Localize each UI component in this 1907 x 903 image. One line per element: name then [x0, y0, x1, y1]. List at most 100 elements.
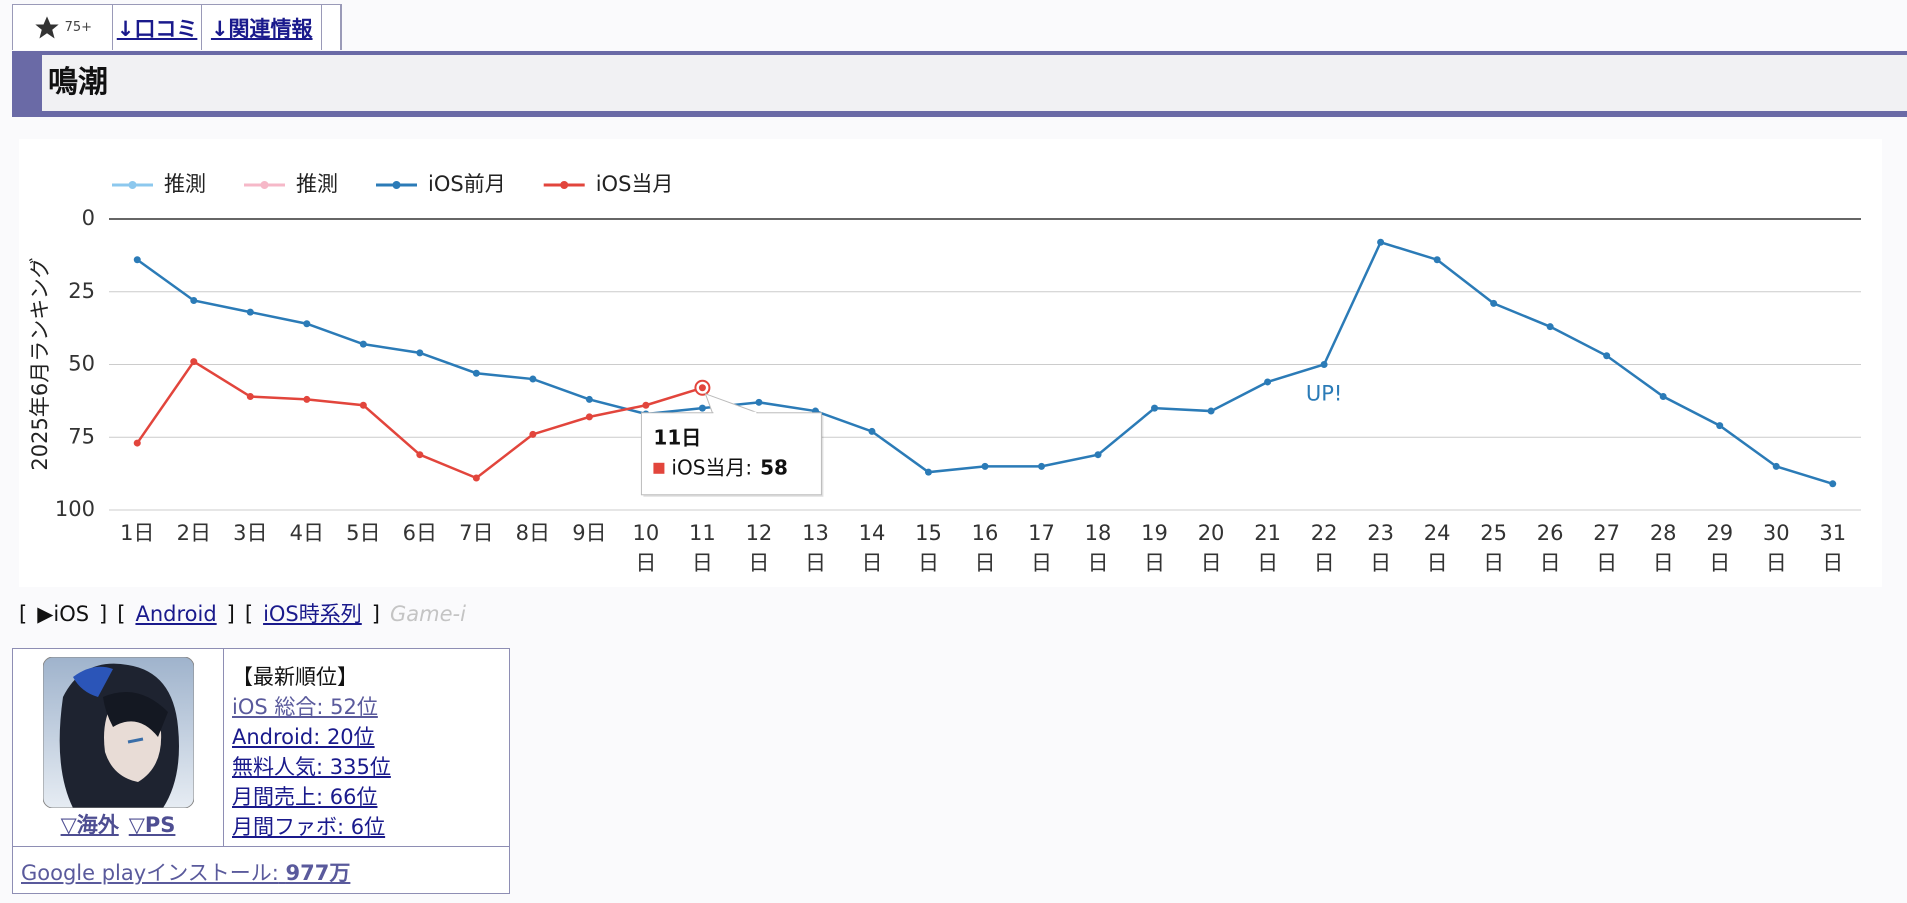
- install-label: Google playインストール:: [21, 861, 279, 885]
- x-tick-label: 3日: [233, 521, 267, 545]
- data-point: [1207, 407, 1215, 415]
- x-tick-label-line: 日: [1766, 551, 1787, 575]
- x-tick-label-line: 22: [1311, 521, 1338, 545]
- x-tick-label-line: 日: [1257, 551, 1278, 575]
- rating: 75+: [64, 20, 93, 35]
- rank-link[interactable]: Android: 20位: [232, 725, 375, 749]
- x-tick-label-line: 12: [746, 521, 773, 545]
- x-tick-label-line: 14: [859, 521, 886, 545]
- x-tick-label-line: 日: [1427, 551, 1448, 575]
- platform-link[interactable]: iOS時系列: [263, 602, 362, 626]
- x-tick-label-line: 29: [1706, 521, 1733, 545]
- region-link[interactable]: ▽海外: [60, 813, 119, 837]
- data-point: [359, 401, 367, 409]
- x-tick-label: 26 日: [1537, 521, 1564, 575]
- y-tick-label: 0: [82, 206, 95, 230]
- region-link[interactable]: ▽PS: [128, 813, 176, 837]
- rank-link[interactable]: 無料人気: 335位: [232, 755, 391, 779]
- x-tick-label-line: 日: [1483, 551, 1504, 575]
- x-tick-label-line: 28: [1650, 521, 1677, 545]
- data-point: [1490, 299, 1498, 307]
- data-point: [472, 474, 480, 482]
- game-icon[interactable]: [43, 657, 194, 808]
- x-tick-label-line: 日: [692, 551, 713, 575]
- x-tick-label: 14 日: [859, 521, 886, 575]
- data-point: [1546, 323, 1554, 331]
- rating-tab[interactable]: 75+: [13, 5, 113, 50]
- x-tick-label: 29 日: [1706, 521, 1733, 575]
- y-tick-label: 25: [68, 279, 95, 303]
- x-tick-label: 21 日: [1254, 521, 1281, 575]
- data-point: [1603, 352, 1611, 360]
- page-title: 鳴潮: [42, 55, 1907, 111]
- rank-link[interactable]: iOS 総合: 52位: [232, 695, 378, 719]
- x-tick-label: 9日: [572, 521, 606, 545]
- x-tick-label-line: 17: [1028, 521, 1055, 545]
- rank-link[interactable]: 月間ファボ: 6位: [232, 815, 386, 839]
- x-tick-label-line: 20: [1198, 521, 1225, 545]
- x-tick-label: 2日: [177, 521, 211, 545]
- x-tick-label: 20 日: [1198, 521, 1225, 575]
- rank-heading: 【最新順位】: [232, 665, 358, 689]
- data-point: [1433, 256, 1441, 264]
- x-tick-label: 13 日: [802, 521, 829, 575]
- y-tick-label: 100: [55, 497, 95, 521]
- data-point: [190, 296, 198, 304]
- data-point: [585, 395, 593, 403]
- x-tick-label-line: 25: [1480, 521, 1507, 545]
- tab-link[interactable]: ↓関連情報: [210, 16, 313, 41]
- tooltip-title: 11日: [653, 425, 701, 449]
- x-tick-label: 22 日: [1311, 521, 1338, 575]
- data-point: [1320, 361, 1328, 368]
- data-point: [190, 358, 198, 366]
- data-point: [1038, 462, 1046, 470]
- bracket: ]: [371, 602, 380, 626]
- platform-link[interactable]: Android: [135, 602, 217, 626]
- region-links: ▽海外 ▽PS: [13, 809, 223, 839]
- data-point: [924, 468, 932, 476]
- x-tick-label: 11 日: [689, 521, 716, 575]
- x-tick-label: 1日: [120, 521, 154, 545]
- data-point: [133, 256, 141, 264]
- legend-label: iOS前月: [428, 172, 506, 196]
- chart: 2025年6月ランキング 0 25 50 75 100 1日 2日 3日 4日 5日 6日 7日 8日 9…: [28, 172, 1861, 575]
- x-tick-label-line: 日: [975, 551, 996, 575]
- x-tick-label-line: 日: [1653, 551, 1674, 575]
- current-platform: ▶iOS: [37, 602, 90, 626]
- x-tick-label: 17 日: [1028, 521, 1055, 575]
- bracket: ]: [226, 602, 235, 626]
- y-tick-label: 75: [68, 424, 95, 448]
- x-tick-label: 19 日: [1141, 521, 1168, 575]
- series-line: [136, 359, 703, 480]
- x-tick-label-line: 日: [1596, 551, 1617, 575]
- x-tick-label-line: 日: [1144, 551, 1165, 575]
- tab-link[interactable]: ↓口コミ: [116, 16, 198, 41]
- x-tick-label-line: 日: [1370, 551, 1391, 575]
- image-cell: ▽海外 ▽PS: [13, 649, 224, 847]
- install-link[interactable]: Google playインストール: 977万: [21, 857, 350, 887]
- rank-link[interactable]: 月間売上: 66位: [232, 785, 378, 809]
- y-tick-label: 50: [68, 352, 95, 376]
- x-tick-label-line: 11: [689, 521, 716, 545]
- data-point: [1377, 238, 1385, 246]
- x-tick-label: 15 日: [915, 521, 942, 575]
- x-tick-label: 16 日: [972, 521, 999, 575]
- annotation: UP!: [1306, 382, 1342, 406]
- star-icon: [34, 15, 59, 39]
- x-tick-label-line: 23: [1367, 521, 1394, 545]
- x-tick-label-line: 16: [972, 521, 999, 545]
- data-point: [133, 439, 141, 447]
- tab-spacer: [322, 5, 341, 50]
- x-tick-label: 28 日: [1650, 521, 1677, 575]
- data-point: [303, 395, 311, 403]
- data-point: [359, 340, 367, 348]
- data-point: [642, 401, 650, 409]
- bracket: [: [244, 602, 254, 626]
- x-tick-label: 23 日: [1367, 521, 1394, 575]
- x-tick-label-line: 日: [1709, 551, 1730, 575]
- data-point: [1716, 422, 1724, 430]
- x-tick-label-line: 日: [805, 551, 826, 575]
- x-tick-label-line: 31: [1819, 521, 1846, 545]
- legend-label: 推測: [164, 172, 206, 196]
- x-tick-label-line: 27: [1593, 521, 1620, 545]
